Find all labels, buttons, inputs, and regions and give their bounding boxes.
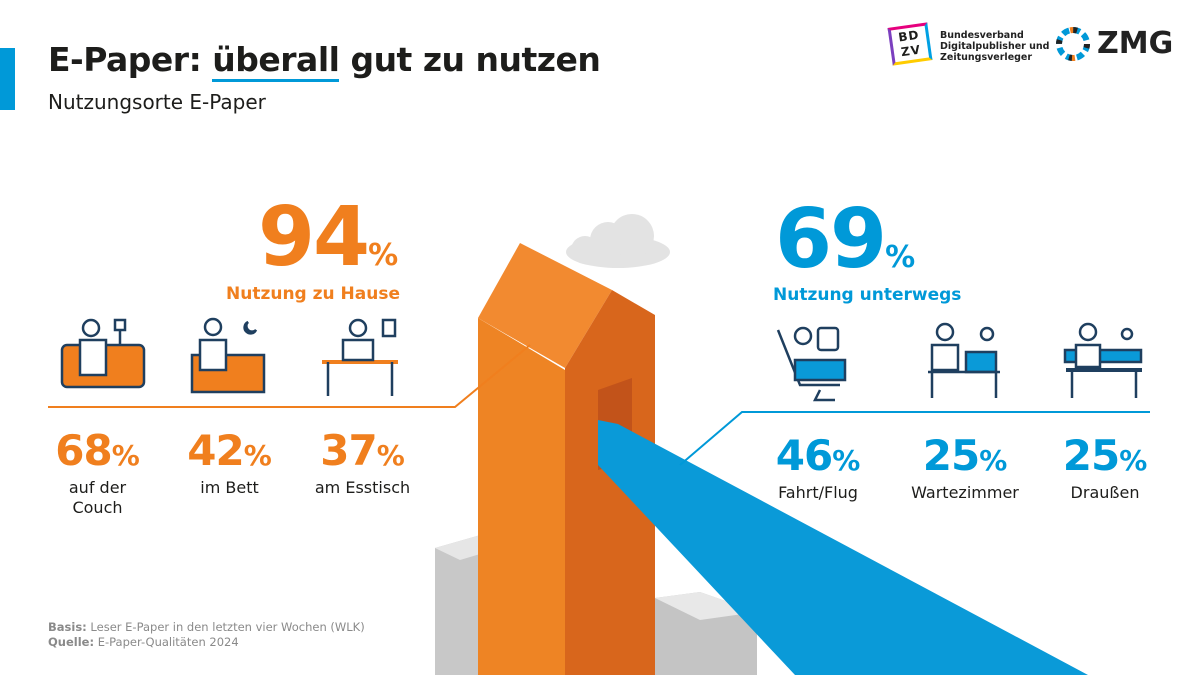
stat-bed: 42% im Bett [172,430,287,498]
stat-label: im Bett [200,478,259,497]
unit: % [368,238,399,273]
house-front-wall [478,318,565,675]
stat-value: 37 [320,426,377,475]
stat-waiting: 25% Wartezimmer [900,435,1030,503]
bdzv-line: Digitalpublisher und [940,40,1050,52]
unit: % [376,439,405,472]
stat-value: 46 [775,431,833,480]
cloud-icon [566,214,670,268]
house-roof [478,243,612,368]
unit: % [243,439,272,472]
unit: % [979,444,1008,477]
stat-label: am Esstisch [314,478,411,497]
home-label: Nutzung zu Hause [226,284,401,304]
bdzv-line: Zeitungsverleger [940,51,1033,63]
waiting-room-icon [928,322,1000,398]
unit: % [885,240,916,275]
source-label: Quelle: [48,634,95,649]
stat-label: Draußen [1070,483,1140,502]
zmg-logo-icon [1056,27,1090,61]
orange-connector-line [48,344,531,408]
stat-value: 42 [187,426,244,475]
title-part: gut zu nutzen [339,40,601,79]
accent-bar [0,48,15,110]
house-side-wall [565,290,655,675]
source-text: E-Paper-Qualitäten 2024 [94,634,239,649]
stat-value: 25 [922,431,980,480]
page-subtitle: Nutzungsorte E-Paper [48,90,266,114]
stat-outdoor: 25% Draußen [1045,435,1165,503]
table-laptop-icon [322,318,398,396]
footnote: Basis: Leser E-Paper in den letzten vier… [48,620,365,650]
bed-reader-icon [190,317,266,394]
basis-text: Leser E-Paper in den letzten vier Wochen… [86,620,365,634]
unit: % [111,439,140,472]
bench-outdoor-icon [1063,322,1143,398]
unit: % [1119,444,1148,477]
page-title: E-Paper: überall gut zu nutzen [48,40,601,82]
stat-travel: 46% Fahrt/Flug [758,435,878,503]
zmg-logo-text: ZMG [1097,26,1174,61]
blue-beam [598,420,1088,675]
stat-label: Fahrt/Flug [778,483,858,502]
stat-table: 37% am Esstisch [300,430,425,498]
couch-reader-icon [60,318,146,389]
stat-label: auf der Couch [68,478,127,517]
bdzv-line: Bundesverband [940,30,1024,41]
title-underlined: überall [212,40,340,82]
title-part: E-Paper: [48,40,213,79]
stat-value: 68 [55,426,112,475]
home-total-value: 94 [258,190,370,285]
unit: % [832,444,861,477]
stat-label: Wartezimmer [911,483,1019,502]
home-total: 94% [258,197,399,279]
seat-travel-icon [776,326,847,402]
away-total-value: 69 [775,192,887,287]
stat-couch: 68% auf der Couch [40,430,155,518]
away-label: Nutzung unterwegs [773,285,962,305]
bdzv-text: Bundesverband Digitalpublisher und Zeitu… [940,30,1050,64]
basis-label: Basis: [48,620,87,634]
away-total: 69% [775,199,916,281]
stat-value: 25 [1062,431,1120,480]
blue-connector-line [679,411,1150,466]
